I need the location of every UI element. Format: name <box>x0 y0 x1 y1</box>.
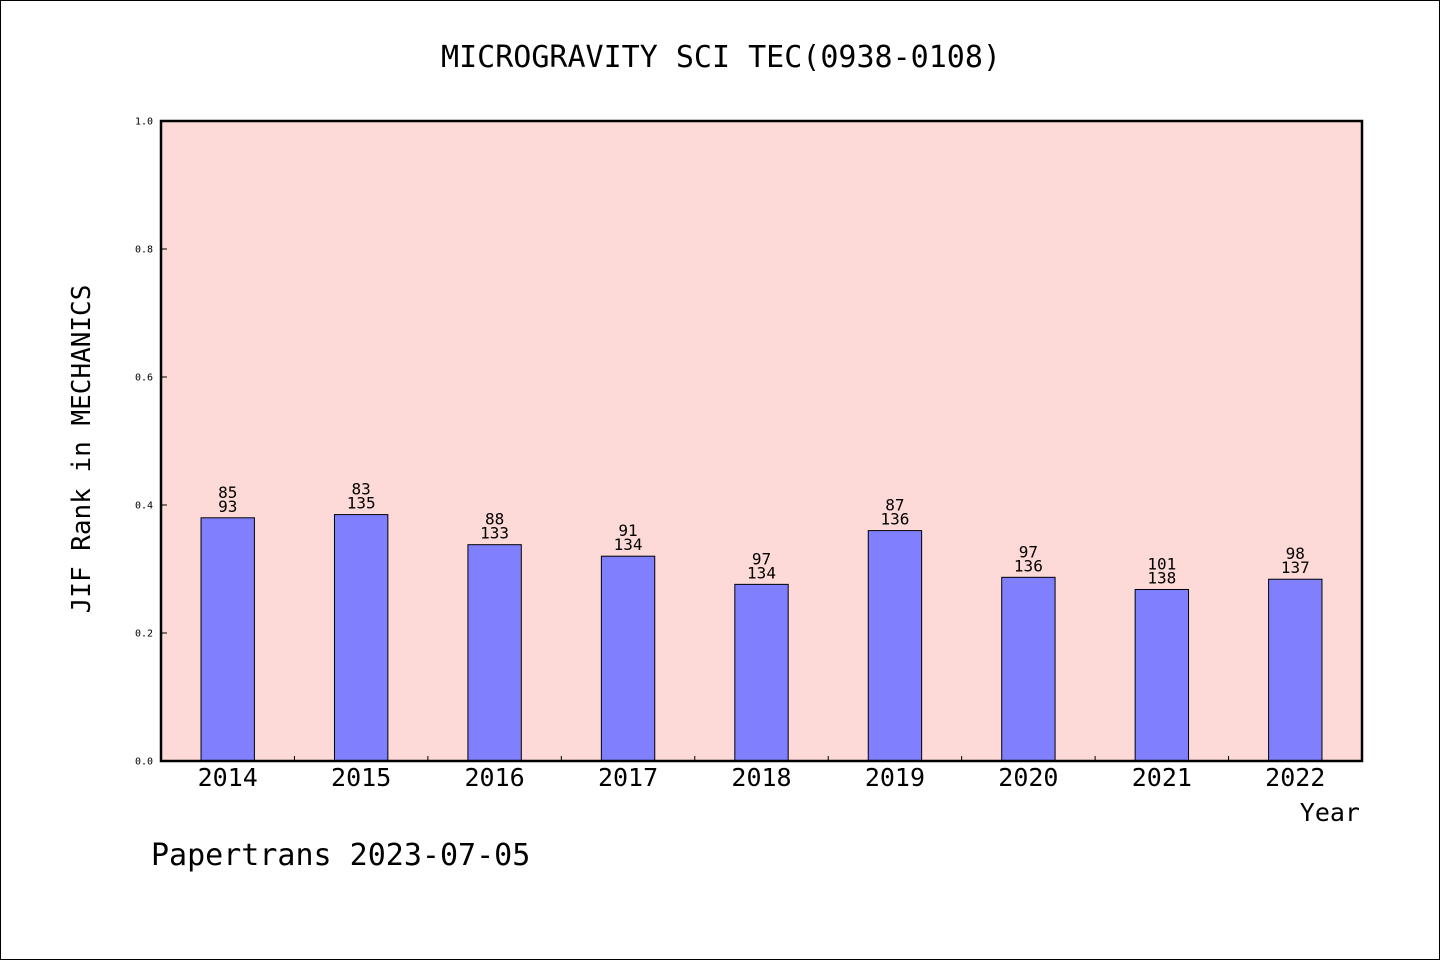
bar-total-label: 133 <box>480 524 509 543</box>
x-tick-label: 2014 <box>198 763 258 792</box>
x-tick-label: 2015 <box>331 763 391 792</box>
bar-rank-label: 91 <box>618 521 637 540</box>
bar-2019 <box>867 530 923 762</box>
y-tick-label: 0.8 <box>135 245 153 256</box>
bar-total-label: 138 <box>1147 568 1176 587</box>
y-axis-label: JIF Rank in MECHANICS <box>67 285 97 614</box>
x-tick-label: 2018 <box>731 763 791 792</box>
bar-2017 <box>600 555 656 762</box>
footer-text: Papertrans 2023-07-05 <box>151 838 530 873</box>
bar-rank-label: 88 <box>485 510 504 529</box>
bar-rank-label: 98 <box>1286 544 1305 563</box>
bar-rank-label: 101 <box>1147 554 1176 573</box>
y-tick-label: 0.0 <box>135 757 153 768</box>
bar-total-label: 93 <box>218 497 237 516</box>
y-tick-label: 0.4 <box>135 501 153 512</box>
chart-title: MICROGRAVITY SCI TEC(0938-0108) <box>441 40 1001 75</box>
bar-rank-label: 97 <box>1019 542 1038 561</box>
bar-total-label: 135 <box>347 494 376 513</box>
bar-2015 <box>333 514 389 762</box>
x-tick-label: 2019 <box>865 763 925 792</box>
y-tick-label: 0.6 <box>135 373 153 384</box>
y-tick-label: 0.2 <box>135 629 153 640</box>
x-tick-label: 2022 <box>1265 763 1325 792</box>
x-tick-label: 2021 <box>1132 763 1192 792</box>
bar-rank-label: 87 <box>885 496 904 515</box>
bar-2018 <box>734 583 789 762</box>
x-tick-label: 2017 <box>598 763 658 792</box>
bars <box>200 514 1323 762</box>
bar-2021 <box>1134 588 1190 762</box>
bar-2014 <box>200 517 255 762</box>
plot-frame <box>159 119 1364 763</box>
x-axis-label: Year <box>1300 798 1360 827</box>
bar-rank-label: 97 <box>752 549 771 568</box>
y-tick-label: 1.0 <box>135 117 153 128</box>
bar-total-label: 136 <box>880 510 909 529</box>
bar-2016 <box>467 544 522 762</box>
bar-total-label: 134 <box>614 535 643 554</box>
bar-total-label: 136 <box>1014 556 1043 575</box>
x-tick-label: 2020 <box>998 763 1058 792</box>
bar-total-label: 137 <box>1281 558 1310 577</box>
bar-2020 <box>1001 576 1056 762</box>
x-tick-label: 2016 <box>465 763 525 792</box>
bar-2022 <box>1268 578 1323 762</box>
bar-rank-label: 85 <box>218 483 237 502</box>
bar-total-label: 134 <box>747 563 776 582</box>
x-axis: 2014 2015 2016 2017 2018 2019 2020 2021 2022 <box>198 756 1325 792</box>
bar-rank-label: 83 <box>352 480 371 499</box>
